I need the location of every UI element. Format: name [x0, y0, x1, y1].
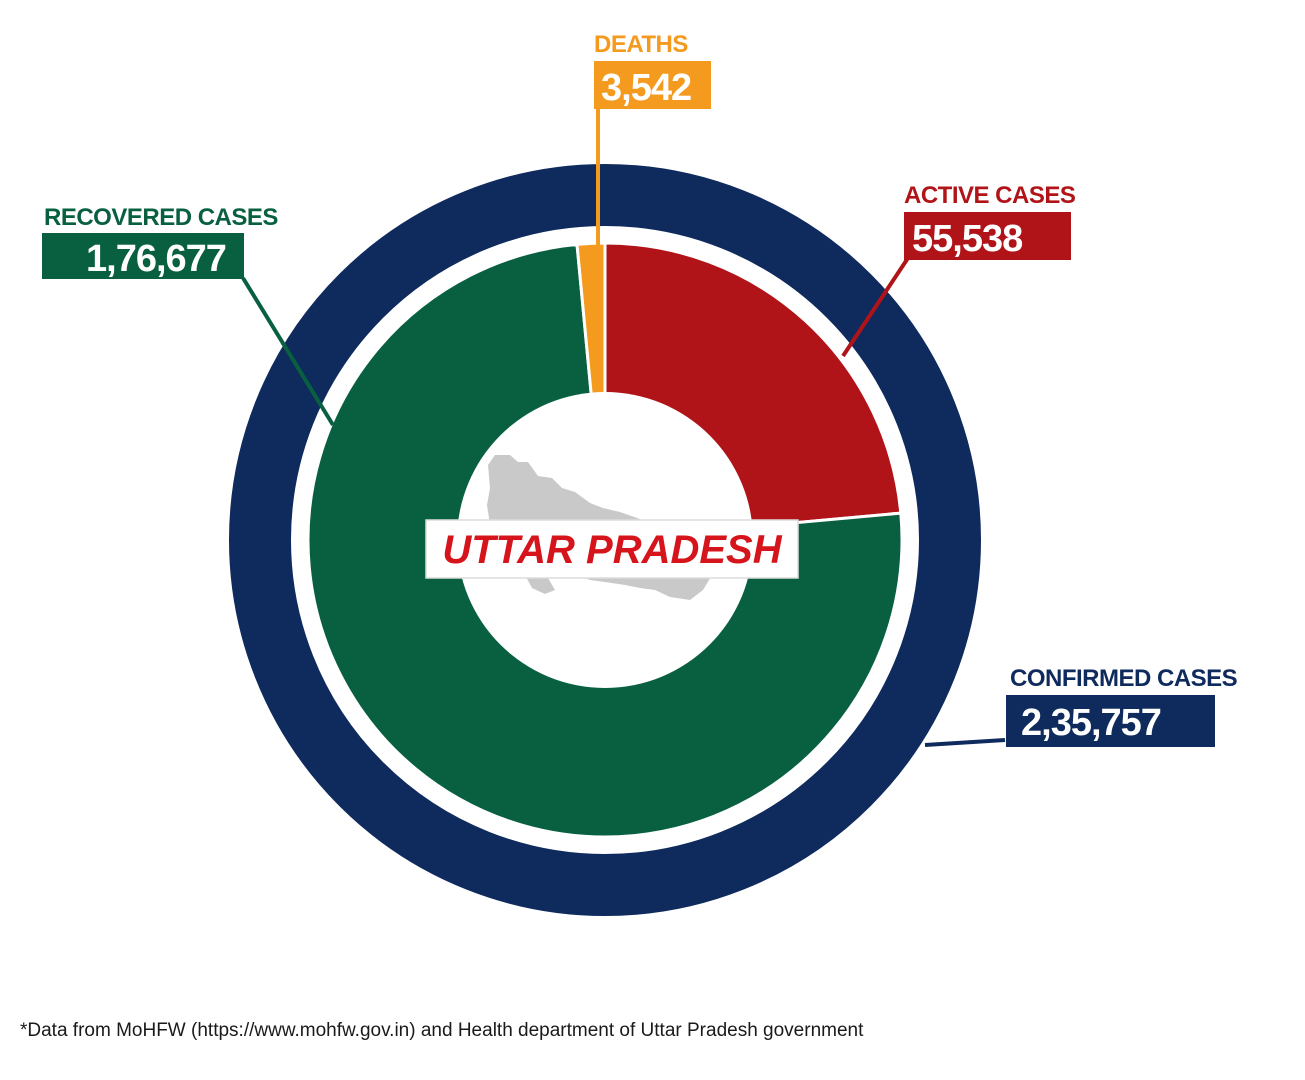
- footnote: *Data from MoHFW (https://www.mohfw.gov.…: [20, 1020, 864, 1041]
- recovered-cases-value-box: [42, 233, 244, 279]
- center-title-box: [425, 519, 799, 579]
- recovered-cases-value: 1,76,677: [86, 238, 226, 280]
- active-leader-line: [841, 256, 910, 358]
- active-cases-value-box: [904, 212, 1071, 260]
- deaths-label: DEATHS: [594, 31, 688, 58]
- confirmed-cases-label: CONFIRMED CASES: [1010, 665, 1238, 692]
- confirmed-cases-value: 2,35,757: [1021, 702, 1161, 744]
- confirmed-cases-value-box: [1006, 695, 1215, 747]
- recovered-cases-label: RECOVERED CASES: [44, 204, 278, 231]
- recovered-leader-line: [241, 276, 335, 427]
- active-cases-label: ACTIVE CASES: [904, 182, 1076, 209]
- confirmed-cases-ring: [229, 164, 981, 916]
- deaths-value: 3,542: [601, 67, 691, 109]
- center-title: UTTAR PRADESH: [442, 528, 782, 572]
- deaths-value-box: [594, 61, 711, 109]
- confirmed-leader-line: [924, 738, 1006, 747]
- active-cases-value: 55,538: [912, 218, 1022, 260]
